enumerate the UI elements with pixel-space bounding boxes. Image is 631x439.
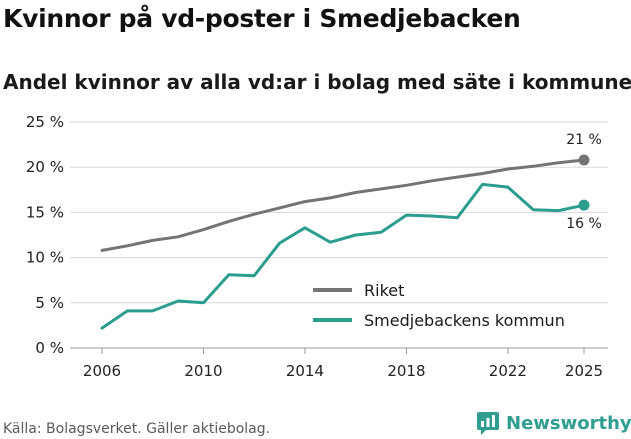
- brand-logo: Newsworthy: [476, 408, 631, 438]
- data-point: [98, 246, 106, 254]
- data-point: [199, 226, 207, 234]
- data-point: [428, 177, 436, 185]
- data-point: [225, 217, 233, 225]
- data-point: [276, 204, 284, 212]
- data-point: [453, 173, 461, 181]
- series-line-smedjebacken: [100, 182, 586, 330]
- series-endpoints: 21 % 16 %: [566, 132, 602, 232]
- series-end-label: 21 %: [566, 132, 602, 148]
- series-end-label: 16 %: [566, 216, 602, 232]
- data-point: [301, 198, 309, 206]
- y-tick-label: 5 %: [35, 294, 64, 312]
- chart-subtitle: Andel kvinnor av alla vd:ar i bolag med …: [3, 70, 631, 94]
- data-point: [555, 207, 563, 215]
- data-point: [352, 231, 360, 239]
- y-tick-label: 25 %: [26, 113, 64, 131]
- data-point: [301, 224, 309, 232]
- data-point: [529, 162, 537, 170]
- data-point: [250, 272, 258, 280]
- series-lines: [98, 158, 586, 332]
- y-tick-label: 20 %: [26, 158, 64, 176]
- line-chart: 0 %5 %10 %15 %20 %25 % 2006 2010 2014 2018 2…: [26, 113, 608, 380]
- legend-label: Smedjebackens kommun: [364, 311, 565, 330]
- legend: Riket Smedjebackens kommun: [313, 281, 565, 330]
- series-line-riket: [100, 158, 586, 252]
- y-tick-label: 10 %: [26, 249, 64, 267]
- data-point: [555, 159, 563, 167]
- y-axis: 0 % 5 % 10 % 15 % 20 % 25 %: [26, 113, 64, 357]
- x-tick-label: 2006: [83, 362, 121, 380]
- data-point: [479, 170, 487, 178]
- brand-name: Newsworthy: [506, 412, 631, 434]
- grid-lines: [70, 121, 608, 349]
- data-point: [250, 210, 258, 218]
- x-tick-label: 2018: [387, 362, 425, 380]
- newsworthy-logo-icon: [477, 412, 499, 435]
- x-tick-label: 2014: [286, 362, 324, 380]
- data-point: [225, 271, 233, 279]
- data-point: [326, 238, 334, 246]
- data-point: [504, 183, 512, 191]
- legend-label: Riket: [364, 281, 404, 300]
- data-point: [174, 297, 182, 305]
- data-point: [402, 211, 410, 219]
- data-point: [428, 212, 436, 220]
- data-point: [352, 189, 360, 197]
- data-point: [123, 242, 131, 250]
- data-point: [276, 239, 284, 247]
- data-point: [199, 299, 207, 307]
- x-tick-label: 2010: [184, 362, 222, 380]
- data-point: [174, 233, 182, 241]
- data-point: [377, 185, 385, 193]
- data-point: [326, 194, 334, 202]
- data-point: [98, 324, 106, 332]
- data-point: [453, 214, 461, 222]
- data-point: [402, 181, 410, 189]
- y-tick-label: 0 %: [35, 339, 64, 357]
- data-point: [123, 307, 131, 315]
- chart-title: Kvinnor på vd-poster i Smedjebacken: [3, 4, 521, 33]
- data-point: [149, 307, 157, 315]
- data-point: [149, 236, 157, 244]
- y-tick-label: 15 %: [26, 203, 64, 221]
- data-point: [479, 180, 487, 188]
- series-end-marker: [578, 154, 590, 166]
- data-point: [504, 165, 512, 173]
- data-point: [529, 206, 537, 214]
- source-note: Källa: Bolagsverket. Gäller aktiebolag.: [3, 421, 271, 437]
- series-end-marker: [578, 199, 590, 211]
- data-point: [377, 228, 385, 236]
- x-tick-label: 2025: [565, 362, 603, 380]
- x-axis: 2006 2010 2014 2018 2022 2025: [83, 348, 603, 380]
- x-tick-label: 2022: [489, 362, 527, 380]
